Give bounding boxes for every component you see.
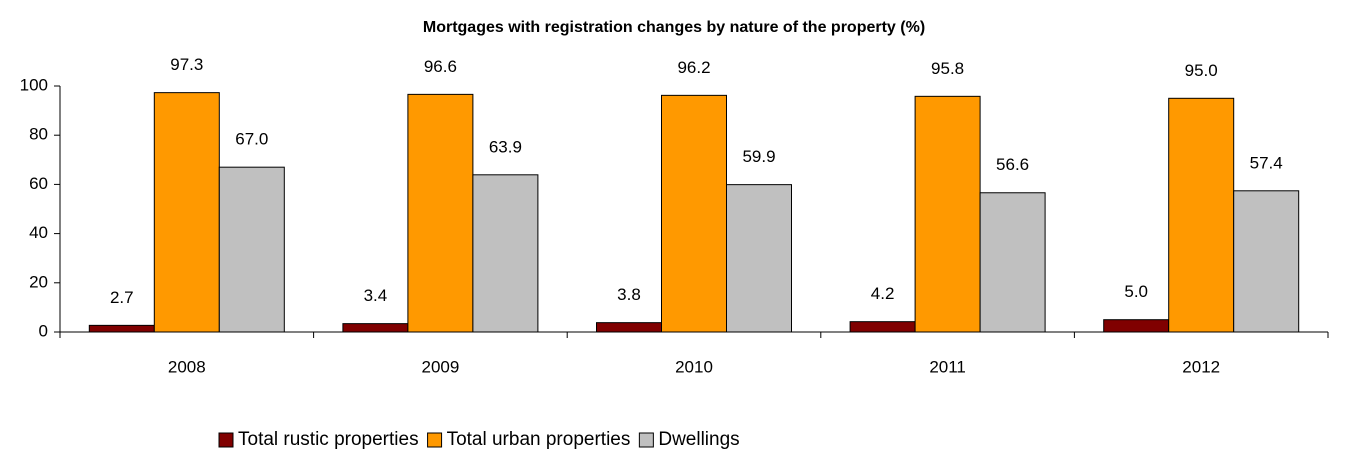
bar [153, 92, 220, 333]
bar [1168, 97, 1235, 333]
y-tick-label: 60 [29, 174, 48, 193]
data-label: 59.9 [742, 147, 775, 166]
y-tick-label: 20 [29, 272, 48, 291]
x-tick-label: 2011 [929, 357, 966, 376]
y-tick-label: 0 [39, 321, 48, 340]
data-label: 95.8 [931, 59, 964, 78]
x-tick-label: 2008 [168, 357, 206, 376]
bar [979, 192, 1046, 333]
bar [342, 323, 409, 333]
data-label: 2.7 [110, 288, 134, 307]
data-label: 56.6 [996, 155, 1029, 174]
data-label: 3.4 [364, 286, 388, 305]
data-label: 96.6 [424, 57, 457, 76]
y-tick-label: 40 [29, 223, 48, 242]
data-label: 4.2 [871, 284, 895, 303]
data-label: 67.0 [235, 130, 268, 149]
bar [914, 95, 981, 333]
data-label: 97.3 [170, 55, 203, 74]
data-label: 96.2 [677, 58, 710, 77]
legend-text: Total urban properties [447, 429, 631, 450]
bar [88, 324, 155, 333]
data-label: 5.0 [1124, 282, 1148, 301]
bar [726, 184, 792, 333]
chart-title: Mortgages with registration changes by n… [423, 19, 925, 36]
bar [661, 94, 727, 333]
data-label: 95.0 [1185, 61, 1218, 80]
legend-swatch [218, 432, 234, 448]
x-tick-label: 2010 [675, 357, 713, 376]
bar [1103, 319, 1170, 333]
legend-swatch [427, 432, 443, 448]
legend-text: Total rustic properties [238, 429, 419, 450]
y-tick-label: 80 [29, 125, 48, 144]
legend-text: Dwellings [658, 429, 739, 450]
data-label: 63.9 [489, 137, 522, 156]
data-label: 57.4 [1250, 153, 1283, 172]
legend-swatch [638, 432, 654, 448]
x-tick-label: 2012 [1182, 357, 1220, 376]
bar [472, 174, 539, 333]
bar [1233, 190, 1300, 333]
bar [407, 93, 474, 333]
bar [849, 321, 916, 333]
x-tick-label: 2009 [421, 357, 459, 376]
y-tick-label: 100 [20, 75, 48, 94]
data-label: 3.8 [617, 285, 641, 304]
bar [596, 322, 662, 333]
bar [218, 166, 285, 333]
